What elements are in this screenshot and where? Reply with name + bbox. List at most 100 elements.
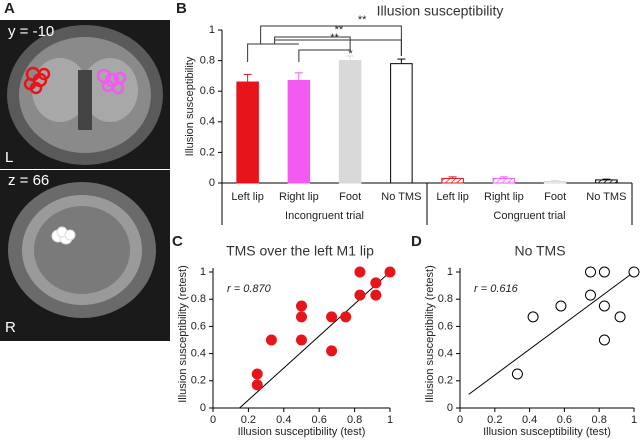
y-axis-label: Illusion susceptibility (retest) bbox=[424, 265, 436, 403]
bar bbox=[543, 180, 567, 184]
y-tick-label: 0.6 bbox=[438, 320, 453, 332]
significance: ** bbox=[335, 24, 344, 36]
panel-label: B bbox=[176, 0, 187, 17]
point bbox=[598, 334, 610, 346]
slice-label: y = -10 bbox=[8, 23, 54, 40]
x-tick-label: No TMS bbox=[586, 191, 626, 203]
bar bbox=[441, 177, 464, 184]
point bbox=[354, 289, 366, 301]
x-tick-label: 0 bbox=[210, 414, 216, 426]
y-tick-label: 1 bbox=[200, 266, 206, 278]
y-tick-label: 0 bbox=[200, 402, 206, 414]
annotation: r = 0.616 bbox=[474, 283, 519, 295]
point bbox=[555, 300, 567, 312]
x-axis-label: Illusion susceptibility (test) bbox=[483, 426, 611, 438]
chart-title: Illusion susceptibility bbox=[377, 3, 504, 19]
panel-label: A bbox=[4, 0, 15, 17]
point bbox=[384, 266, 396, 278]
x-tick-label: 0.4 bbox=[276, 414, 291, 426]
point bbox=[296, 334, 307, 346]
bar bbox=[595, 179, 618, 184]
point bbox=[326, 345, 338, 357]
point bbox=[527, 311, 539, 323]
right-lip-sites bbox=[96, 68, 127, 95]
x-tick-label: 0.2 bbox=[241, 414, 256, 426]
point bbox=[614, 311, 626, 323]
point bbox=[326, 311, 338, 323]
y-axis-label: Illusion susceptibility (retest) bbox=[177, 265, 189, 403]
y-tick-label: 0.2 bbox=[191, 375, 206, 387]
point bbox=[296, 300, 307, 312]
x-tick-label: Right lip bbox=[484, 191, 524, 203]
y-axis-label: Illusion susceptibility bbox=[184, 56, 196, 156]
x-tick-label: 0.8 bbox=[592, 414, 607, 426]
x-axis-label: Illusion susceptibility (test) bbox=[238, 426, 366, 438]
brain-images: A y = -10 L z = 66 R bbox=[0, 0, 170, 341]
x-tick-label: Left lip bbox=[231, 191, 263, 203]
x-tick-label: Foot bbox=[544, 191, 566, 203]
x-tick-label: Right lip bbox=[279, 191, 319, 203]
chart-title: No TMS bbox=[514, 243, 565, 259]
annotation: r = 0.870 bbox=[227, 283, 272, 295]
y-tick-label: 0.2 bbox=[438, 375, 453, 387]
point bbox=[511, 368, 523, 380]
x-tick-label: 0.2 bbox=[487, 414, 502, 426]
point bbox=[628, 266, 640, 278]
significance: * bbox=[348, 48, 353, 60]
y-tick-label: 1 bbox=[209, 24, 215, 36]
y-tick-label: 0.6 bbox=[191, 320, 206, 332]
bracket bbox=[298, 49, 351, 62]
chart-title: TMS over the left M1 lip bbox=[226, 243, 374, 259]
y-tick-label: 0.4 bbox=[200, 116, 215, 128]
x-tick-label: 0.6 bbox=[557, 414, 572, 426]
point bbox=[251, 379, 263, 391]
bar bbox=[492, 177, 516, 184]
x-tick-label: 0 bbox=[457, 414, 463, 426]
x-tick-label: 0.8 bbox=[347, 414, 362, 426]
bracket bbox=[274, 36, 351, 50]
point bbox=[265, 334, 277, 346]
bar bbox=[236, 81, 259, 184]
significance: ** bbox=[358, 14, 367, 26]
point bbox=[340, 311, 352, 323]
x-tick-label: 1 bbox=[631, 414, 637, 426]
y-tick-label: 0.4 bbox=[191, 348, 206, 360]
y-tick-label: 0.2 bbox=[200, 146, 215, 158]
x-tick-label: 0.4 bbox=[522, 414, 537, 426]
bracket bbox=[260, 25, 402, 56]
significance: ** bbox=[330, 32, 339, 44]
foot-sites bbox=[51, 226, 76, 245]
side-label: R bbox=[5, 319, 16, 336]
bar bbox=[338, 60, 362, 184]
y-tick-label: 0.8 bbox=[200, 55, 215, 67]
x-tick-label: 1 bbox=[387, 414, 393, 426]
point bbox=[585, 266, 596, 278]
point bbox=[598, 300, 610, 312]
point bbox=[585, 289, 596, 301]
point bbox=[598, 266, 610, 278]
point bbox=[354, 266, 366, 278]
y-tick-label: 0.8 bbox=[438, 293, 453, 305]
group-label: Congruent trial bbox=[493, 210, 565, 222]
panel-label: D bbox=[411, 233, 422, 250]
point bbox=[370, 277, 382, 289]
fit-line bbox=[468, 271, 635, 395]
point bbox=[370, 289, 382, 301]
slice-label: z = 66 bbox=[8, 172, 49, 189]
x-tick-label: Left lip bbox=[436, 191, 468, 203]
bar bbox=[390, 63, 413, 184]
y-tick-label: 0 bbox=[447, 402, 453, 414]
y-tick-label: 0 bbox=[209, 177, 215, 189]
bar bbox=[287, 79, 311, 184]
y-tick-label: 1 bbox=[447, 266, 453, 278]
bracket bbox=[247, 39, 402, 62]
group-label: Incongruent trial bbox=[285, 210, 364, 222]
y-tick-label: 0.6 bbox=[200, 85, 215, 97]
point bbox=[296, 311, 307, 323]
x-tick-label: No TMS bbox=[381, 191, 421, 203]
side-label: L bbox=[5, 149, 13, 166]
x-tick-label: Foot bbox=[339, 191, 361, 203]
left-lip-sites bbox=[23, 66, 51, 95]
x-tick-label: 0.6 bbox=[312, 414, 327, 426]
